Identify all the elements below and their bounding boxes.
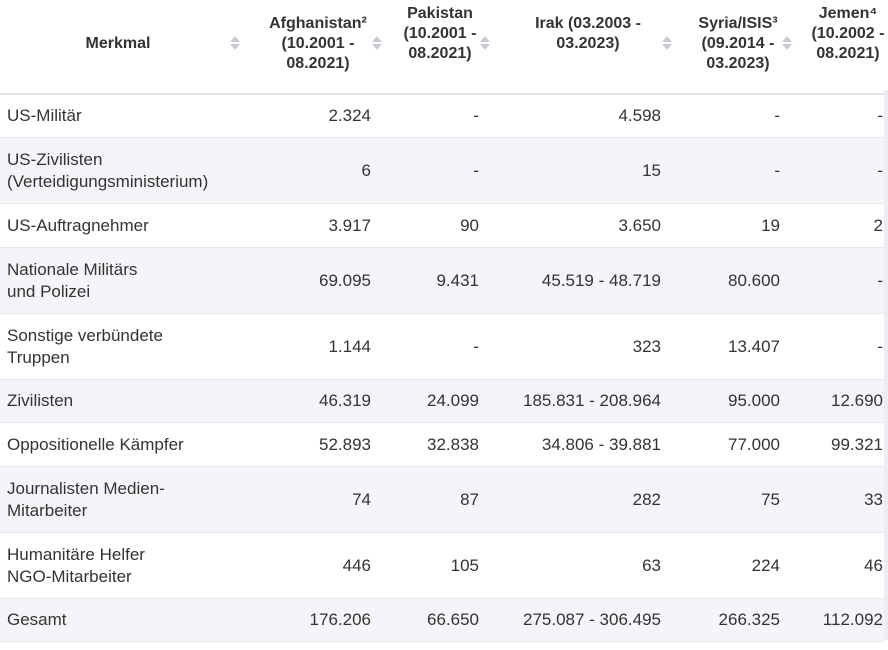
cell-pakistan: 87 (460, 489, 479, 509)
cell-pakistan: - (473, 336, 479, 356)
cell-irak: 34.806 - 39.881 (541, 434, 661, 454)
cell-syria: 80.600 (728, 270, 780, 290)
cell-pakistan: 105 (450, 555, 479, 575)
cell-pakistan: - (473, 106, 479, 125)
table-header: Merkmal Afghanistan² (10.2001 - 08.2021)… (0, 0, 884, 95)
cell-jemen: - (877, 270, 883, 290)
row-label: Gesamt (7, 610, 67, 629)
column-header-label: Syria/ISIS³ (09.2014 - 03.2023) (698, 15, 778, 72)
cell-syria: 75 (761, 489, 780, 509)
cell-pakistan: 32.838 (427, 434, 479, 454)
cell-pakistan: 90 (460, 215, 479, 235)
row-label: Humanitäre Helfer NGO-Mitarbeiter (7, 544, 145, 586)
cell-irak: 275.087 - 306.495 (522, 610, 661, 629)
cell-jemen: 33 (864, 489, 883, 509)
cell-afghanistan: 69.095 (319, 270, 371, 290)
cell-syria: 19 (761, 215, 780, 235)
column-header-label: Pakistan (10.2001 - 08.2021) (403, 5, 477, 62)
table-row: US-Militär 2.324 - 4.598 - - (0, 95, 884, 138)
horizontal-scroll-edge[interactable] (884, 90, 888, 640)
cell-jemen: - (877, 106, 883, 125)
cell-afghanistan: 176.206 (309, 610, 371, 629)
table-row: US-Zivilisten (Verteidigungsministerium)… (0, 138, 884, 204)
sort-icon[interactable] (782, 35, 792, 51)
cell-afghanistan: 1.144 (328, 336, 371, 356)
table-row: Sonstige verbündete Truppen 1.144 - 323 … (0, 314, 884, 380)
table-row: Humanitäre Helfer NGO-Mitarbeiter 446 10… (0, 533, 884, 599)
cell-afghanistan: 3.917 (328, 215, 371, 235)
cell-syria: 224 (751, 555, 780, 575)
cell-irak: 282 (632, 489, 661, 509)
cell-irak: 63 (642, 555, 661, 575)
cell-jemen: - (877, 160, 883, 180)
column-header-syria[interactable]: Syria/ISIS³ (09.2014 - 03.2023) (694, 0, 792, 93)
row-label: US-Auftragnehmer (7, 215, 149, 235)
row-label: Zivilisten (7, 391, 74, 410)
cell-afghanistan: 446 (342, 555, 371, 575)
cell-pakistan: - (473, 160, 479, 180)
row-label: Oppositionelle Kämpfer (7, 434, 184, 454)
cell-jemen: 2 (873, 215, 883, 235)
cell-irak: 323 (632, 336, 661, 356)
row-label: Nationale Militärs und Polizei (7, 259, 138, 301)
cell-syria: 77.000 (728, 434, 780, 454)
cell-jemen: - (877, 336, 883, 356)
cell-jemen: 46 (864, 555, 883, 575)
cell-afghanistan: 6 (361, 160, 371, 180)
row-label: Journalisten Medien-Mitarbeiter (7, 478, 165, 520)
cell-pakistan: 24.099 (427, 391, 479, 410)
cell-syria: 266.325 (718, 610, 780, 629)
sort-icon[interactable] (662, 35, 672, 51)
cell-irak: 4.598 (618, 106, 661, 125)
column-header-label: Irak (03.2003 - 03.2023) (535, 15, 641, 52)
cell-jemen: 12.690 (831, 391, 883, 410)
cell-afghanistan: 52.893 (319, 434, 371, 454)
column-header-jemen[interactable]: Jemen⁴ (10.2002 - 08.2021) (808, 0, 888, 93)
cell-syria: 95.000 (728, 391, 780, 410)
table-row: Nationale Militärs und Polizei 69.095 9.… (0, 248, 884, 314)
table-row: Journalisten Medien-Mitarbeiter 74 87 28… (0, 467, 884, 533)
sort-icon[interactable] (480, 35, 490, 51)
column-header-label: Jemen⁴ (10.2002 - 08.2021) (811, 5, 885, 62)
column-header-label: Afghanistan² (10.2001 - 08.2021) (269, 15, 367, 72)
cell-pakistan: 9.431 (436, 270, 479, 290)
cell-afghanistan: 74 (352, 489, 371, 509)
cell-pakistan: 66.650 (427, 610, 479, 629)
sort-icon[interactable] (230, 35, 240, 51)
cell-irak: 15 (642, 160, 661, 180)
cell-jemen: 99.321 (831, 434, 883, 454)
cell-irak: 185.831 - 208.964 (522, 391, 661, 410)
column-header-merkmal[interactable]: Merkmal (0, 0, 240, 93)
table-row: Gesamt 176.206 66.650 275.087 - 306.495 … (0, 599, 884, 642)
row-label: US-Militär (7, 106, 82, 125)
column-header-label: Merkmal (85, 35, 151, 52)
column-header-irak[interactable]: Irak (03.2003 - 03.2023) (530, 0, 672, 93)
row-label: Sonstige verbündete Truppen (7, 325, 163, 367)
cell-irak: 3.650 (618, 215, 661, 235)
table-row: US-Auftragnehmer 3.917 90 3.650 19 2 (0, 204, 884, 248)
column-header-afghanistan[interactable]: Afghanistan² (10.2001 - 08.2021) (262, 0, 382, 93)
table-row: Zivilisten 46.319 24.099 185.831 - 208.9… (0, 380, 884, 423)
table-row: Oppositionelle Kämpfer 52.893 32.838 34.… (0, 423, 884, 467)
column-header-pakistan[interactable]: Pakistan (10.2001 - 08.2021) (396, 0, 490, 93)
cell-jemen: 112.092 (822, 610, 883, 629)
cell-irak: 45.519 - 48.719 (541, 270, 661, 290)
cell-syria: - (774, 106, 780, 125)
cell-afghanistan: 46.319 (319, 391, 371, 410)
row-label: US-Zivilisten (Verteidigungsministerium) (7, 149, 209, 191)
cell-syria: - (774, 160, 780, 180)
cell-syria: 13.407 (728, 336, 780, 356)
cell-afghanistan: 2.324 (328, 106, 371, 125)
sort-icon[interactable] (372, 35, 382, 51)
